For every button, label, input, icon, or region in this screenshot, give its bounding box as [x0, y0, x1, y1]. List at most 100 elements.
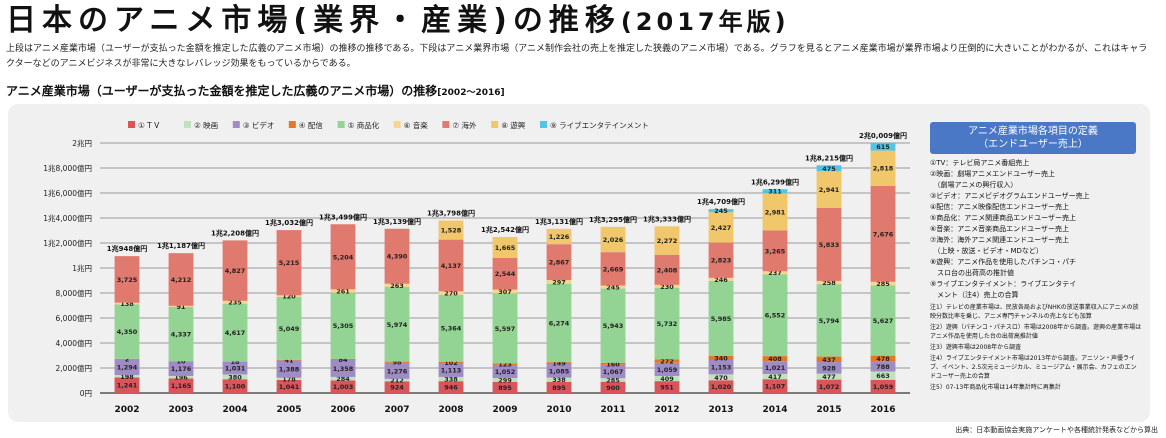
data-label: 284 — [336, 375, 350, 383]
legend-label: ⑨ ライブエンタテインメント — [550, 120, 649, 130]
x-tick-label: 2006 — [330, 405, 355, 415]
data-label: 1,059 — [657, 366, 678, 374]
data-label: 2,026 — [603, 236, 624, 244]
data-label: 1,276 — [387, 367, 408, 375]
x-tick-label: 2015 — [816, 405, 841, 415]
bar-segment — [654, 284, 680, 288]
data-label: 91 — [176, 303, 186, 311]
definition-item: ⑥音楽：アニメ音楽商品エンドユーザー売上 — [930, 225, 1069, 233]
bar-segment — [870, 185, 896, 282]
definition-item: ②映画：劇場アニメエンドユーザー売上 — [930, 170, 1055, 178]
data-label: 263 — [390, 282, 404, 290]
data-label: 10 — [176, 358, 186, 366]
y-tick-label: 1兆円 — [72, 263, 92, 273]
data-label: 1,358 — [333, 365, 354, 373]
data-label: 123 — [498, 361, 512, 369]
bar-segment — [708, 277, 734, 281]
bar-segment — [816, 356, 842, 363]
bar-segment — [546, 381, 572, 393]
data-label: 5,597 — [495, 325, 516, 333]
bar-segment — [762, 193, 788, 231]
bar-segment — [168, 361, 194, 376]
x-tick-label: 2009 — [492, 405, 517, 415]
legend-label: ③ ビデオ — [243, 120, 275, 130]
definitions-list: ①TV：テレビ局アニメ番組売上 ②映画：劇場アニメエンドユーザー売上 （劇場アニメ… — [924, 158, 1142, 301]
data-label: 478 — [876, 355, 890, 363]
data-label: 900 — [606, 384, 620, 392]
description: 上段はアニメ産業市場（ユーザーが支払った金額を推定した広義のアニメ市場）の推移の… — [6, 44, 1148, 69]
total-label: 1兆3,499億円 — [319, 212, 367, 221]
data-label: 2 — [125, 355, 130, 363]
bar-segment — [708, 212, 734, 243]
bar-segment — [330, 376, 356, 381]
bar-segment — [600, 364, 626, 379]
bar-segment — [330, 224, 356, 290]
legend-swatch — [393, 121, 401, 128]
data-label: 245 — [714, 207, 728, 215]
legend-swatch — [540, 121, 547, 128]
data-label: 946 — [444, 384, 458, 392]
data-label: 5,833 — [819, 241, 840, 249]
bar-segment — [168, 253, 194, 306]
data-label: 1,041 — [279, 383, 300, 391]
bar-segment — [708, 380, 734, 393]
bar-segment — [816, 362, 842, 374]
definitions-box: アニメ産業市場各項目の定義 （エンドユーザー売上） ①TV：テレビ局アニメ番組売… — [924, 116, 1142, 416]
data-label: 895 — [498, 384, 512, 392]
bar-segment — [276, 360, 302, 378]
total-label: 1兆4,709億円 — [697, 197, 745, 206]
data-label: 2,272 — [657, 237, 678, 245]
x-tick-label: 2010 — [546, 405, 571, 415]
bar-segment — [816, 280, 842, 285]
data-label: 924 — [390, 384, 404, 392]
legend-label: ⑦ 海外 — [452, 120, 477, 130]
bar-segment — [762, 230, 788, 272]
y-tick-label: 0円 — [80, 389, 92, 398]
definition-item: スロ台の出荷高の推計値 — [930, 269, 1014, 277]
definition-item: ⑧遊興：アニメ作品を使用したパチンコ・パチ — [930, 258, 1077, 266]
total-label: 1兆3,798億円 — [427, 209, 475, 218]
bar-segment — [492, 381, 518, 393]
bar-segment — [654, 254, 680, 285]
bar-segment — [114, 377, 140, 393]
bar-segment — [330, 289, 356, 293]
legend-label: ② 映画 — [194, 120, 218, 130]
bar-segment — [762, 379, 788, 393]
note-item: 注5）07-13年商品化市場は14年集計時に再集計 — [930, 384, 1061, 391]
bar-segment — [384, 228, 410, 284]
total-label: 1兆3,295億円 — [589, 215, 637, 224]
x-tick-label: 2007 — [384, 405, 409, 415]
data-label: 2,823 — [711, 257, 732, 265]
data-label: 4,350 — [117, 328, 138, 336]
data-label: 1,072 — [819, 383, 840, 391]
legend-label: ① T V — [138, 121, 160, 130]
data-label: 149 — [552, 360, 566, 368]
data-label: 1,165 — [171, 382, 192, 390]
data-label: 2,544 — [495, 270, 516, 278]
data-label: 1,003 — [333, 383, 354, 391]
data-label: 98 — [392, 359, 402, 367]
y-tick-label: 8,000億円 — [56, 288, 92, 298]
data-label: 299 — [498, 376, 512, 384]
legend-swatch — [491, 121, 499, 128]
data-label: 178 — [282, 375, 296, 383]
data-label: 1,665 — [495, 244, 516, 252]
data-label: 2,818 — [873, 165, 894, 173]
bar-segment — [546, 228, 572, 245]
legend-label: ⑧ 遊興 — [501, 120, 526, 130]
bar-segment — [870, 150, 896, 186]
data-label: 285 — [606, 376, 620, 384]
bar-segment — [384, 378, 410, 382]
bar-segment — [492, 364, 518, 379]
bar-segment — [762, 274, 788, 357]
bar-segment — [438, 239, 464, 292]
data-label: 230 — [660, 283, 674, 291]
definition-item: （上映・放送・ビデオ・MDなど） — [930, 247, 1043, 255]
bar-segment — [708, 355, 734, 360]
data-label: 212 — [390, 377, 404, 385]
data-label: 409 — [660, 375, 674, 383]
x-tick-label: 2008 — [438, 405, 463, 415]
definition-item: メント（注4）売上の合算 — [930, 291, 1019, 299]
data-label: 160 — [606, 360, 620, 368]
data-label: 5,305 — [333, 322, 354, 330]
